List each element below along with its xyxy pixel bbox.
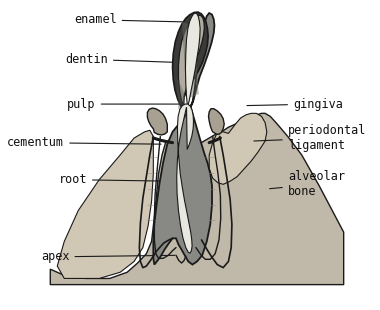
Text: dentin: dentin [65, 53, 175, 66]
Text: alveolar
bone: alveolar bone [269, 170, 345, 198]
Text: cementum: cementum [7, 136, 161, 149]
Text: apex: apex [41, 250, 175, 263]
Text: pulp: pulp [67, 98, 182, 111]
Polygon shape [147, 108, 167, 135]
Polygon shape [209, 109, 224, 134]
Polygon shape [177, 104, 193, 253]
Text: enamel: enamel [74, 13, 200, 26]
Polygon shape [209, 113, 267, 184]
Text: periodontal
ligament: periodontal ligament [254, 124, 366, 152]
Polygon shape [153, 13, 214, 264]
Polygon shape [179, 15, 204, 106]
Polygon shape [50, 113, 344, 285]
Polygon shape [57, 130, 153, 278]
Polygon shape [173, 12, 208, 107]
Text: gingiva: gingiva [247, 98, 343, 111]
Polygon shape [185, 13, 200, 107]
Text: root: root [59, 173, 171, 186]
